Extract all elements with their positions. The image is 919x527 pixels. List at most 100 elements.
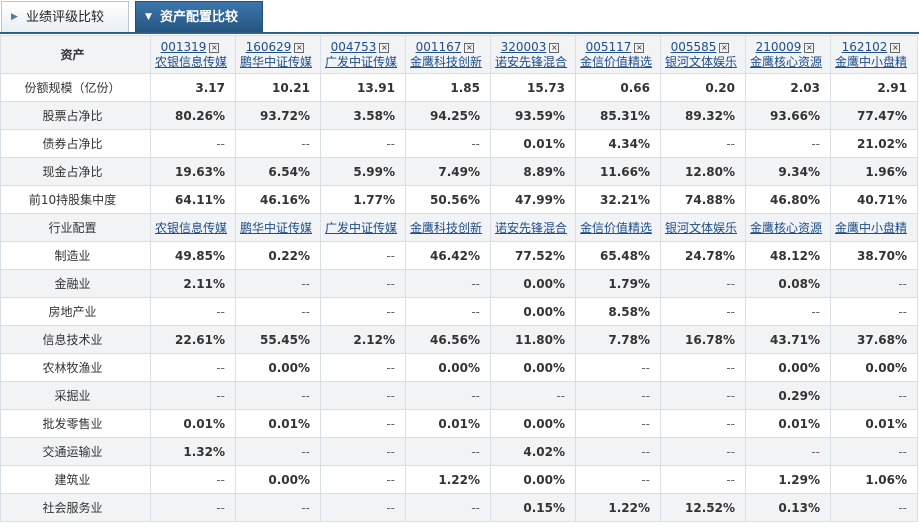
fund-name-link[interactable]: 金鹰科技创新 [410,54,483,69]
value-cell: 19.63% [150,157,236,186]
table-row: 房地产业 -- -- -- -- 0.00% 8.58% -- -- -- [0,297,918,326]
fund-code-link[interactable]: 004753 [330,39,377,54]
fund-name-link[interactable]: 金信价值精选 [580,54,653,69]
fund-header-210009: 210009 × 金鹰核心资源 [745,35,831,74]
fund-name-link[interactable]: 银河文体娱乐 [665,221,738,235]
row-label: 农林牧渔业 [0,353,151,382]
fund-code-link[interactable]: 001319 [160,39,207,54]
value-cell: 0.01% [405,409,491,438]
value-cell: -- [575,437,661,466]
fund-code-link[interactable]: 162102 [841,39,888,54]
value-cell: -- [405,437,491,466]
value-cell: 0.00% [745,353,831,382]
remove-fund-icon[interactable]: × [464,42,475,53]
value-cell: 77.47% [830,101,918,130]
row-label: 债券占净比 [0,129,151,158]
value-cell: 46.42% [405,241,491,270]
fund-name-link[interactable]: 诺安先锋混合 [495,221,568,235]
value-cell: 0.01% [235,409,321,438]
fund-name-link[interactable]: 农银信息传媒 [155,54,228,69]
value-cell: -- [320,269,406,298]
remove-fund-icon[interactable]: × [804,42,815,53]
fund-name-link[interactable]: 广发中证传媒 [325,221,398,235]
remove-fund-icon[interactable]: × [719,42,730,53]
remove-fund-icon[interactable]: × [634,42,645,53]
fund-name-link[interactable]: 农银信息传媒 [155,221,228,235]
fund-header-005585: 005585 × 银河文体娱乐 [660,35,746,74]
value-cell: 8.58% [575,297,661,326]
fund-name-link[interactable]: 金信价值精选 [580,221,653,235]
value-cell: 46.80% [745,185,831,214]
remove-fund-icon[interactable]: × [209,42,220,53]
value-cell: 50.56% [405,185,491,214]
value-cell: 2.11% [150,269,236,298]
remove-fund-icon[interactable]: × [890,42,901,53]
row-label: 制造业 [0,241,151,270]
value-cell: -- [320,437,406,466]
tab-asset-allocation[interactable]: ▼ 资产配置比较 [135,1,263,32]
fund-name-link[interactable]: 银河文体娱乐 [665,54,738,69]
table-row: 建筑业 -- 0.00% -- 1.22% 0.00% -- -- 1.29% 1.06% [0,465,918,494]
row-label: 份额规模（亿份） [0,73,151,102]
value-cell: 3.17 [150,73,236,102]
fund-code-link[interactable]: 001167 [415,39,462,54]
value-cell: 13.91 [320,73,406,102]
fund-name-link[interactable]: 金鹰核心资源 [750,221,823,235]
value-cell: 2.91 [830,73,918,102]
fund-name-link[interactable]: 鹏华中证传媒 [240,221,313,235]
value-cell: -- [830,297,918,326]
value-cell: 1.85 [405,73,491,102]
fund-name-link[interactable]: 金鹰中小盘精 [835,54,908,69]
value-cell: 1.22% [405,465,491,494]
fund-code-link[interactable]: 210009 [755,39,802,54]
value-cell: 65.48% [575,241,661,270]
value-cell: 89.32% [660,101,746,130]
value-cell: 80.26% [150,101,236,130]
remove-fund-icon[interactable]: × [294,42,305,53]
value-cell: 11.80% [490,325,576,354]
row-label: 建筑业 [0,465,151,494]
fund-name-link[interactable]: 金鹰科技创新 [410,221,483,235]
industry-fund-header: 广发中证传媒 [320,213,406,242]
value-cell: 93.72% [235,101,321,130]
value-cell: 1.96% [830,157,918,186]
fund-code-link[interactable]: 005117 [585,39,632,54]
industry-fund-header: 金鹰科技创新 [405,213,491,242]
value-cell: -- [320,493,406,522]
value-cell: -- [575,353,661,382]
tab-performance-rating[interactable]: ▶ 业绩评级比较 [1,1,129,32]
value-cell: 2.03 [745,73,831,102]
value-cell: 38.70% [830,241,918,270]
value-cell: 46.56% [405,325,491,354]
fund-code-link[interactable]: 005585 [670,39,717,54]
fund-header-001167: 001167 × 金鹰科技创新 [405,35,491,74]
value-cell: 0.15% [490,493,576,522]
value-cell: -- [150,381,236,410]
row-label: 信息技术业 [0,325,151,354]
fund-name-link[interactable]: 广发中证传媒 [325,54,398,69]
value-cell: 2.12% [320,325,406,354]
fund-code-link[interactable]: 160629 [245,39,292,54]
fund-name-link[interactable]: 诺安先锋混合 [495,54,568,69]
value-cell: -- [660,129,746,158]
value-cell: 4.34% [575,129,661,158]
value-cell: 12.80% [660,157,746,186]
fund-header-005117: 005117 × 金信价值精选 [575,35,661,74]
value-cell: 37.68% [830,325,918,354]
fund-name-link[interactable]: 鹏华中证传媒 [240,54,313,69]
fund-name-link[interactable]: 金鹰中小盘精 [835,221,908,235]
value-cell: -- [575,381,661,410]
row-label: 交通运输业 [0,437,151,466]
value-cell: -- [405,129,491,158]
fund-name-link[interactable]: 金鹰核心资源 [750,54,823,69]
fund-code-link[interactable]: 320003 [500,39,547,54]
value-cell: 48.12% [745,241,831,270]
value-cell: 85.31% [575,101,661,130]
table-row: 股票占净比 80.26% 93.72% 3.58% 94.25% 93.59% 85.31%… [0,101,918,130]
value-cell: -- [830,381,918,410]
remove-fund-icon[interactable]: × [379,42,390,53]
value-cell: 15.73 [490,73,576,102]
value-cell: -- [150,129,236,158]
value-cell: 0.08% [745,269,831,298]
remove-fund-icon[interactable]: × [549,42,560,53]
